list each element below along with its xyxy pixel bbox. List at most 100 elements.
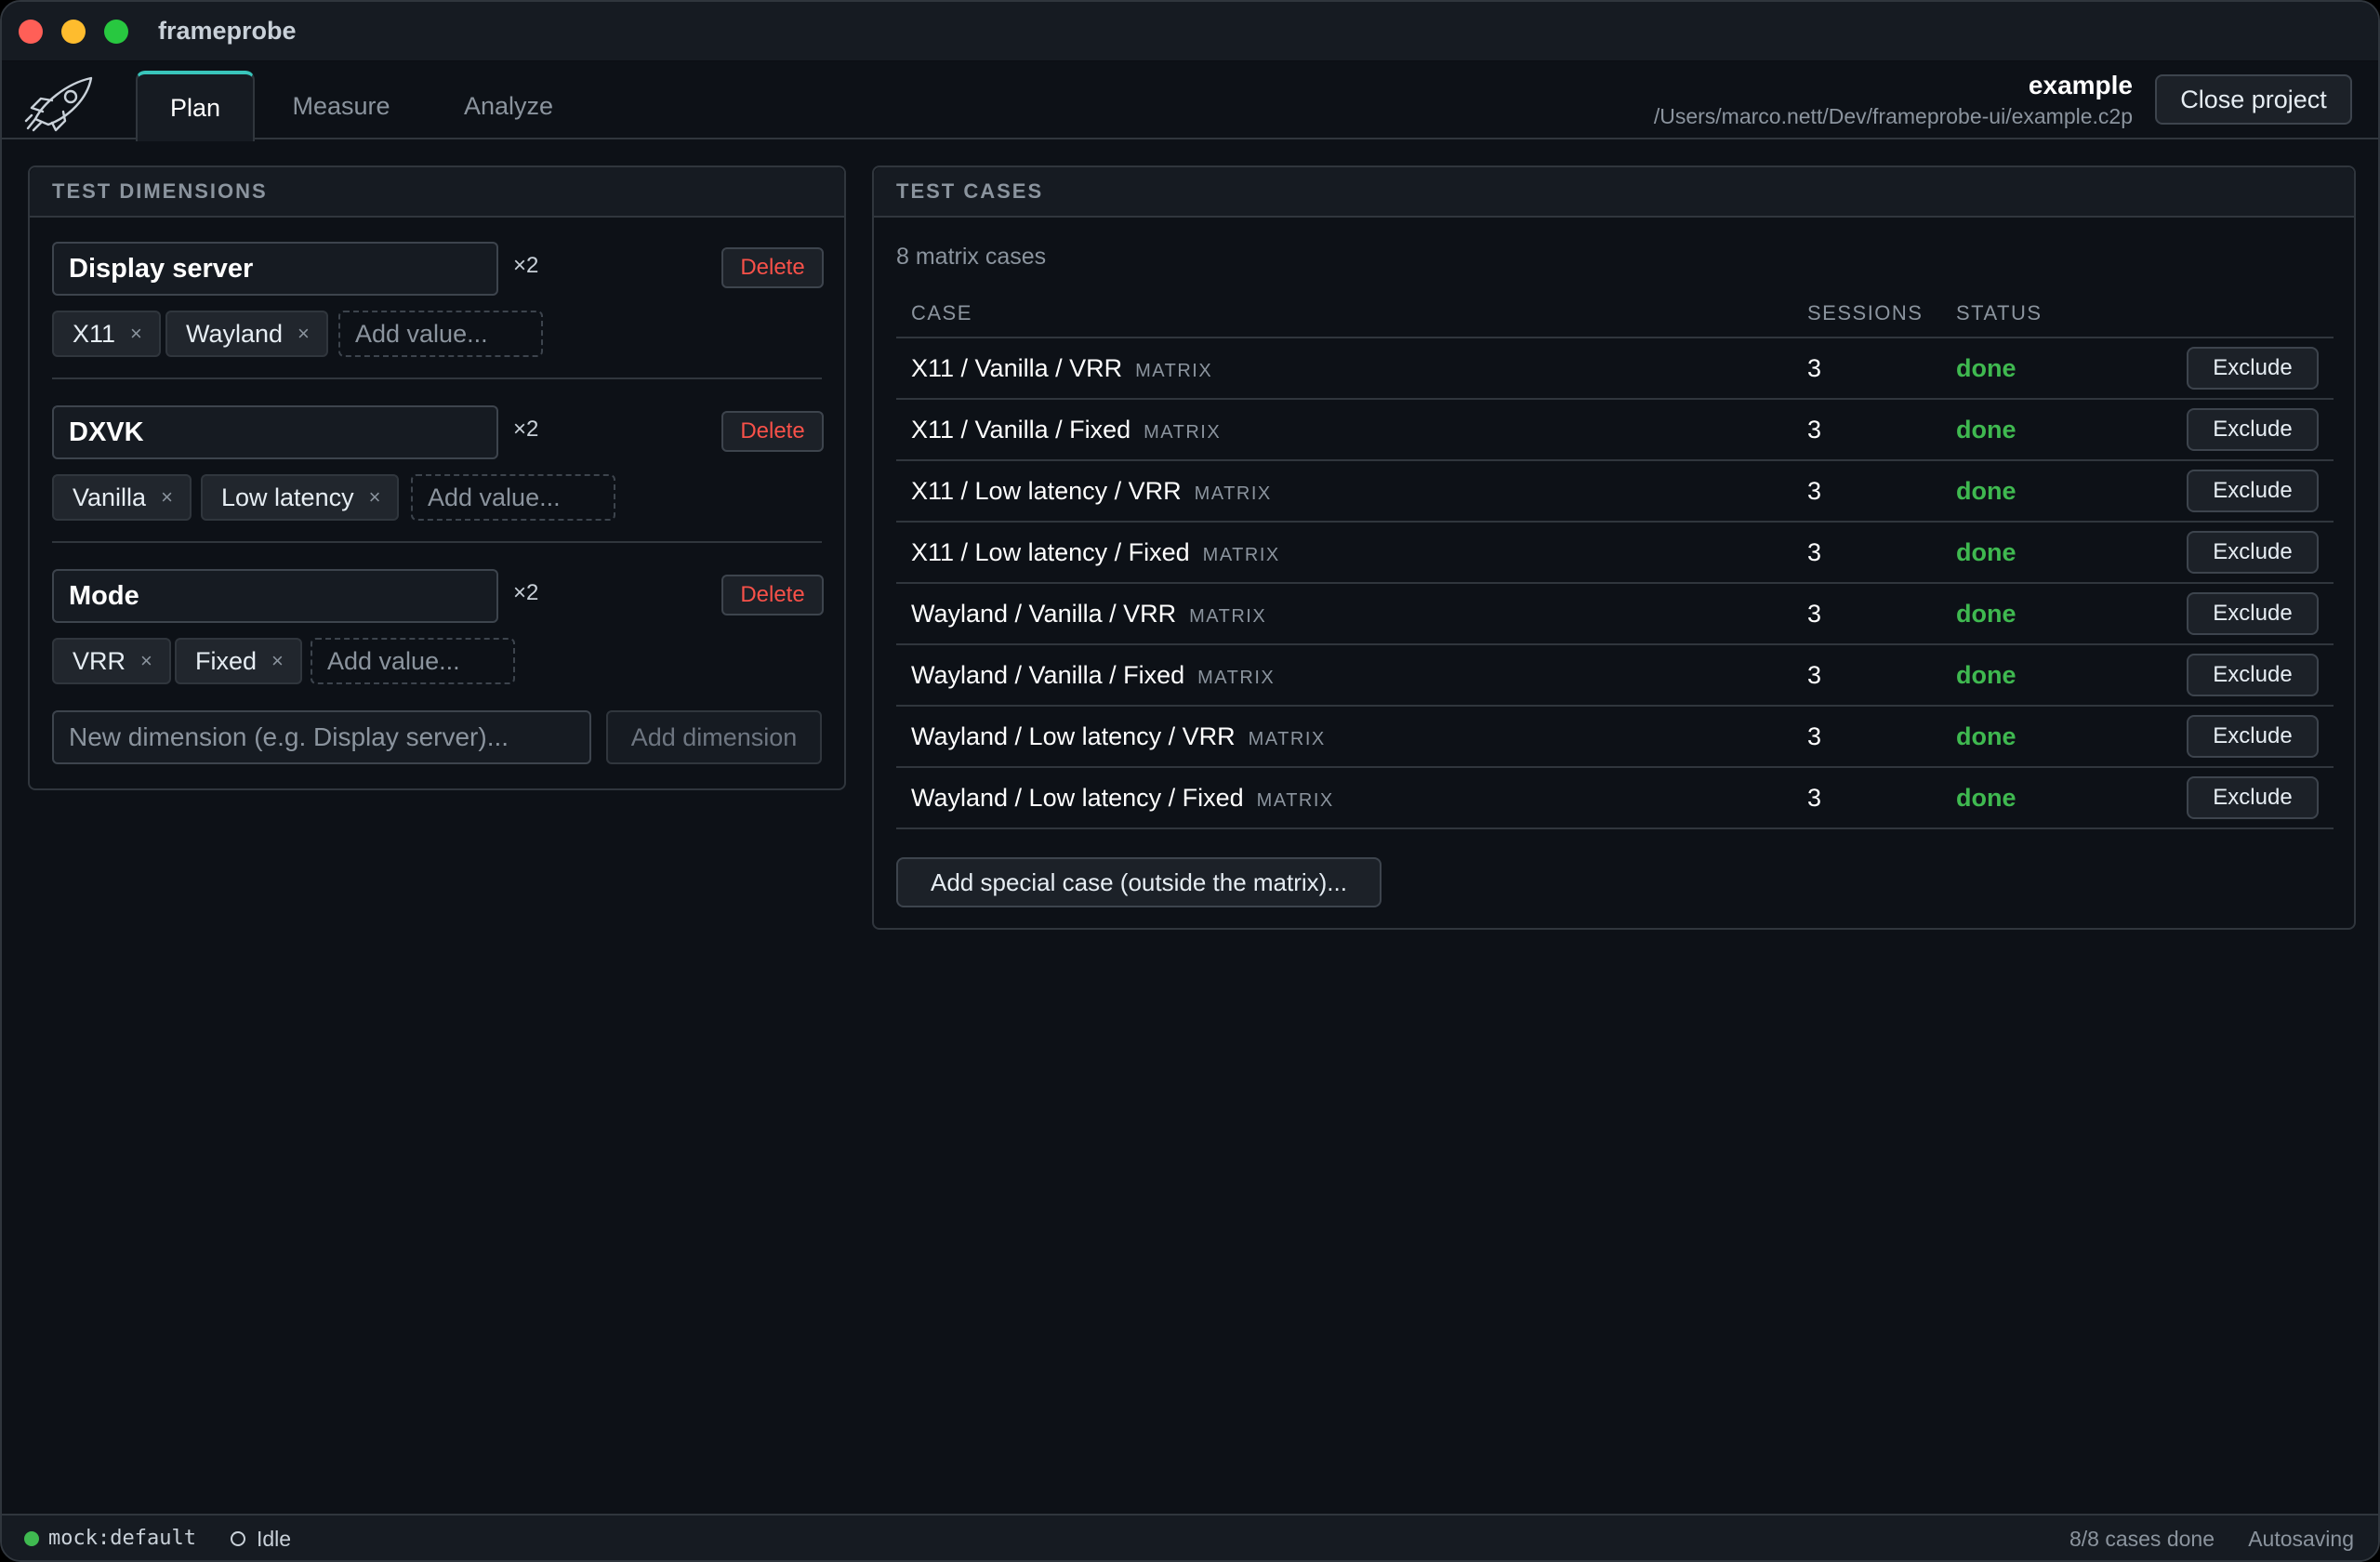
value-chip-label: Wayland [186, 319, 284, 348]
remove-value-icon[interactable]: × [140, 649, 152, 672]
idle-status-icon [231, 1531, 245, 1546]
remove-value-icon[interactable]: × [161, 485, 173, 509]
session-count: 3 [1807, 477, 1822, 505]
exclude-button[interactable]: Exclude [2187, 470, 2319, 512]
case-count: 8 matrix cases [896, 244, 1047, 270]
value-chip-label: VRR [73, 646, 126, 675]
table-row: X11 / Low latency / VRR MATRIX 3 done Exc… [896, 461, 2334, 523]
new-dimension-input[interactable]: New dimension (e.g. Display server)... [52, 710, 591, 764]
dimension-count: ×2 [513, 417, 539, 442]
divider [896, 337, 2334, 338]
value-chip: Fixed × [175, 638, 302, 684]
zoom-window-button[interactable] [104, 20, 128, 44]
case-name: Wayland / Low latency / VRR [911, 722, 1236, 750]
add-dimension-button[interactable]: Add dimension [606, 710, 822, 764]
session-count: 3 [1807, 784, 1822, 812]
exclude-button[interactable]: Exclude [2187, 531, 2319, 574]
table-row: X11 / Low latency / Fixed MATRIX 3 done E… [896, 523, 2334, 584]
session-count: 3 [1807, 661, 1822, 689]
status-badge: done [1956, 416, 2016, 443]
dimension-name-input[interactable]: Display server [52, 242, 498, 296]
matrix-tag: MATRIX [1197, 668, 1276, 688]
panel-title: TEST CASES [874, 167, 2354, 218]
table-row: Wayland / Low latency / Fixed MATRIX 3 do… [896, 768, 2334, 829]
matrix-tag: MATRIX [1189, 606, 1267, 627]
case-name: Wayland / Vanilla / VRR [911, 600, 1177, 628]
value-chip: VRR × [52, 638, 171, 684]
delete-dimension-button[interactable]: Delete [721, 247, 824, 288]
app-title: frameprobe [158, 17, 297, 45]
close-project-button[interactable]: Close project [2155, 74, 2352, 125]
exclude-button[interactable]: Exclude [2187, 592, 2319, 635]
matrix-tag: MATRIX [1135, 361, 1213, 381]
run-state-label: Idle [257, 1527, 292, 1551]
close-window-button[interactable] [19, 20, 43, 44]
tab-measure[interactable]: Measure [292, 91, 390, 120]
exclude-button[interactable]: Exclude [2187, 408, 2319, 451]
case-name: X11 / Low latency / VRR [911, 477, 1182, 505]
exclude-button[interactable]: Exclude [2187, 654, 2319, 696]
connection-status-icon [24, 1531, 39, 1546]
test-cases-panel: TEST CASES 8 matrix cases CASE SESSIONS … [872, 165, 2356, 930]
session-count: 3 [1807, 600, 1822, 628]
exclude-button[interactable]: Exclude [2187, 347, 2319, 390]
table-row: Wayland / Low latency / VRR MATRIX 3 done… [896, 707, 2334, 768]
column-header-status: STATUS [1956, 301, 2043, 324]
case-name: X11 / Vanilla / Fixed [911, 416, 1131, 443]
status-badge: done [1956, 722, 2016, 750]
table-row: Wayland / Vanilla / Fixed MATRIX 3 done E… [896, 645, 2334, 707]
remove-value-icon[interactable]: × [271, 649, 284, 672]
matrix-tag: MATRIX [1248, 729, 1326, 749]
delete-dimension-button[interactable]: Delete [721, 575, 824, 616]
backend-label: mock:default [48, 1527, 196, 1550]
matrix-tag: MATRIX [1144, 422, 1222, 443]
dimension-name-input[interactable]: DXVK [52, 405, 498, 459]
column-header-case: CASE [911, 301, 972, 324]
matrix-tag: MATRIX [1194, 483, 1272, 504]
tab-plan[interactable]: Plan [136, 71, 255, 141]
divider [52, 541, 822, 543]
project-path: /Users/marco.nett/Dev/frameprobe-ui/exam… [1653, 104, 2133, 128]
value-chip-label: Low latency [221, 483, 354, 511]
table-row: X11 / Vanilla / Fixed MATRIX 3 done Exclu… [896, 400, 2334, 461]
add-value-input[interactable]: Add value... [338, 311, 543, 357]
session-count: 3 [1807, 722, 1822, 750]
add-special-case-button[interactable]: Add special case (outside the matrix)... [896, 857, 1382, 907]
table-row: X11 / Vanilla / VRR MATRIX 3 done Exclude [896, 338, 2334, 400]
status-badge: done [1956, 600, 2016, 628]
test-dimensions-panel: TEST DIMENSIONS Display server ×2 Delete… [28, 165, 846, 790]
project-name: example [2028, 71, 2133, 99]
session-count: 3 [1807, 354, 1822, 382]
autosave-label: Autosaving [2248, 1527, 2354, 1551]
delete-dimension-button[interactable]: Delete [721, 411, 824, 452]
value-chip-label: Fixed [195, 646, 258, 675]
app-header: Plan Measure Analyze example /Users/marc… [2, 61, 2378, 141]
tab-analyze[interactable]: Analyze [463, 91, 554, 120]
exclude-button[interactable]: Exclude [2187, 776, 2319, 819]
status-badge: done [1956, 477, 2016, 505]
case-name: X11 / Low latency / Fixed [911, 538, 1190, 566]
exclude-button[interactable]: Exclude [2187, 715, 2319, 758]
remove-value-icon[interactable]: × [130, 322, 142, 345]
status-badge: done [1956, 661, 2016, 689]
add-value-input[interactable]: Add value... [411, 474, 615, 521]
case-name: Wayland / Vanilla / Fixed [911, 661, 1185, 689]
column-header-sessions: SESSIONS [1807, 301, 1924, 324]
case-name: Wayland / Low latency / Fixed [911, 784, 1244, 812]
minimize-window-button[interactable] [61, 20, 86, 44]
remove-value-icon[interactable]: × [298, 322, 310, 345]
dimension-count: ×2 [513, 580, 539, 605]
rocket-logo-icon [24, 76, 93, 132]
add-value-input[interactable]: Add value... [311, 638, 515, 684]
dimension-name-input[interactable]: Mode [52, 569, 498, 623]
matrix-tag: MATRIX [1202, 545, 1280, 565]
divider [52, 377, 822, 379]
value-chip: Low latency × [201, 474, 400, 521]
remove-value-icon[interactable]: × [368, 485, 381, 509]
value-chip-label: X11 [73, 319, 116, 348]
status-badge: done [1956, 354, 2016, 382]
matrix-tag: MATRIX [1256, 790, 1334, 811]
title-bar: frameprobe [2, 2, 2378, 61]
status-bar: mock:default Idle 8/8 cases done Autosav… [2, 1514, 2378, 1560]
